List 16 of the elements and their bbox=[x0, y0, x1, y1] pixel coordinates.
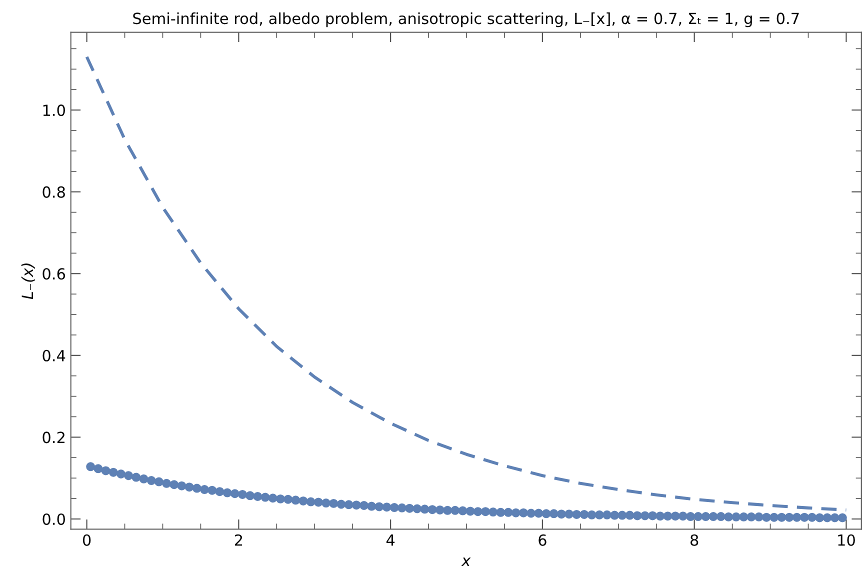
y-axis-title: L₋(x) bbox=[21, 264, 35, 300]
x-tick-label: 4 bbox=[386, 534, 395, 546]
x-tick-label: 8 bbox=[690, 534, 698, 546]
line-series bbox=[85, 55, 848, 512]
x-tick-label: 6 bbox=[538, 534, 546, 546]
y-tick-label: 1.0 bbox=[43, 104, 65, 116]
chart-title: Semi‑infinite rod, albedo problem, anisotropic scattering, L₋[x], α = 0.7, Σₜ = 1, g = 0.7 bbox=[133, 12, 799, 28]
y-tick-label: 0.4 bbox=[42, 350, 66, 362]
x-axis-title: x bbox=[461, 558, 471, 566]
x-tick-label: 0 bbox=[82, 534, 91, 546]
y-tick-label: 0.2 bbox=[42, 432, 64, 444]
y-tick-label: 0.8 bbox=[42, 186, 65, 198]
x-tick-label: 2 bbox=[234, 534, 242, 546]
y-tick-label: 0.6 bbox=[42, 268, 66, 280]
x-tick-label: 10 bbox=[838, 534, 855, 546]
y-tick-label: 0.0 bbox=[42, 513, 65, 525]
